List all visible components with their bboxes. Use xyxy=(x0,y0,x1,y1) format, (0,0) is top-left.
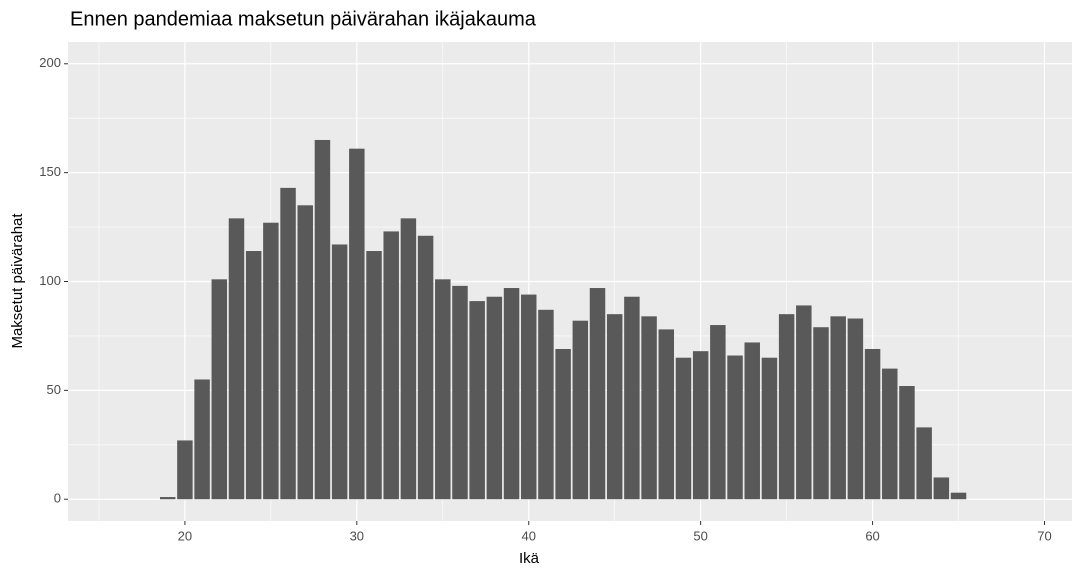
bar xyxy=(194,379,210,500)
bar xyxy=(314,139,331,500)
bar xyxy=(177,440,193,500)
bar xyxy=(710,325,726,500)
bar xyxy=(933,477,950,500)
bar xyxy=(864,348,881,500)
bar xyxy=(263,222,279,500)
x-tick-label: 60 xyxy=(865,528,879,543)
bar xyxy=(589,288,606,500)
bar xyxy=(452,285,468,500)
bar xyxy=(761,357,778,500)
bar xyxy=(641,316,657,500)
y-tick-label: 50 xyxy=(47,382,61,397)
y-axis-label: Maksetut päivärahat xyxy=(9,213,26,349)
y-tick-label: 200 xyxy=(39,55,61,70)
bar xyxy=(245,251,262,500)
bar xyxy=(692,351,709,500)
bar xyxy=(435,279,451,500)
bar xyxy=(400,218,417,500)
bar xyxy=(280,187,296,500)
y-tick-label: 150 xyxy=(39,164,61,179)
bar xyxy=(950,492,967,500)
bar xyxy=(469,301,485,500)
x-tick-label: 30 xyxy=(350,528,364,543)
bar xyxy=(813,327,829,500)
bar xyxy=(297,205,313,500)
bar xyxy=(503,288,520,500)
bar xyxy=(606,314,623,500)
bar xyxy=(538,309,554,500)
bar xyxy=(847,318,864,500)
bar xyxy=(624,296,640,500)
bar xyxy=(366,251,382,500)
bar xyxy=(675,357,692,500)
bar xyxy=(899,386,915,500)
bar xyxy=(572,320,589,500)
bar xyxy=(916,427,932,500)
bar xyxy=(744,342,760,500)
bar xyxy=(830,316,846,500)
y-tick-label: 0 xyxy=(54,491,61,506)
bar xyxy=(486,296,503,500)
bar xyxy=(727,355,743,500)
bar xyxy=(211,279,228,500)
bar xyxy=(778,314,795,500)
bar xyxy=(349,148,365,500)
bar xyxy=(796,305,812,500)
bar xyxy=(228,218,245,500)
bar xyxy=(417,235,434,500)
x-tick-label: 50 xyxy=(693,528,707,543)
bar xyxy=(521,294,537,500)
x-tick-label: 70 xyxy=(1037,528,1051,543)
x-axis-label: Ikä xyxy=(519,550,540,567)
bar xyxy=(555,348,571,500)
y-tick-label: 100 xyxy=(39,273,61,288)
x-tick-label: 20 xyxy=(178,528,192,543)
bar xyxy=(159,497,176,500)
chart-title: Ennen pandemiaa maksetun päivärahan ikäj… xyxy=(70,8,537,30)
bar xyxy=(882,368,898,500)
bar xyxy=(331,244,348,500)
bar xyxy=(383,231,399,500)
x-tick-label: 40 xyxy=(522,528,536,543)
bar xyxy=(658,329,675,500)
